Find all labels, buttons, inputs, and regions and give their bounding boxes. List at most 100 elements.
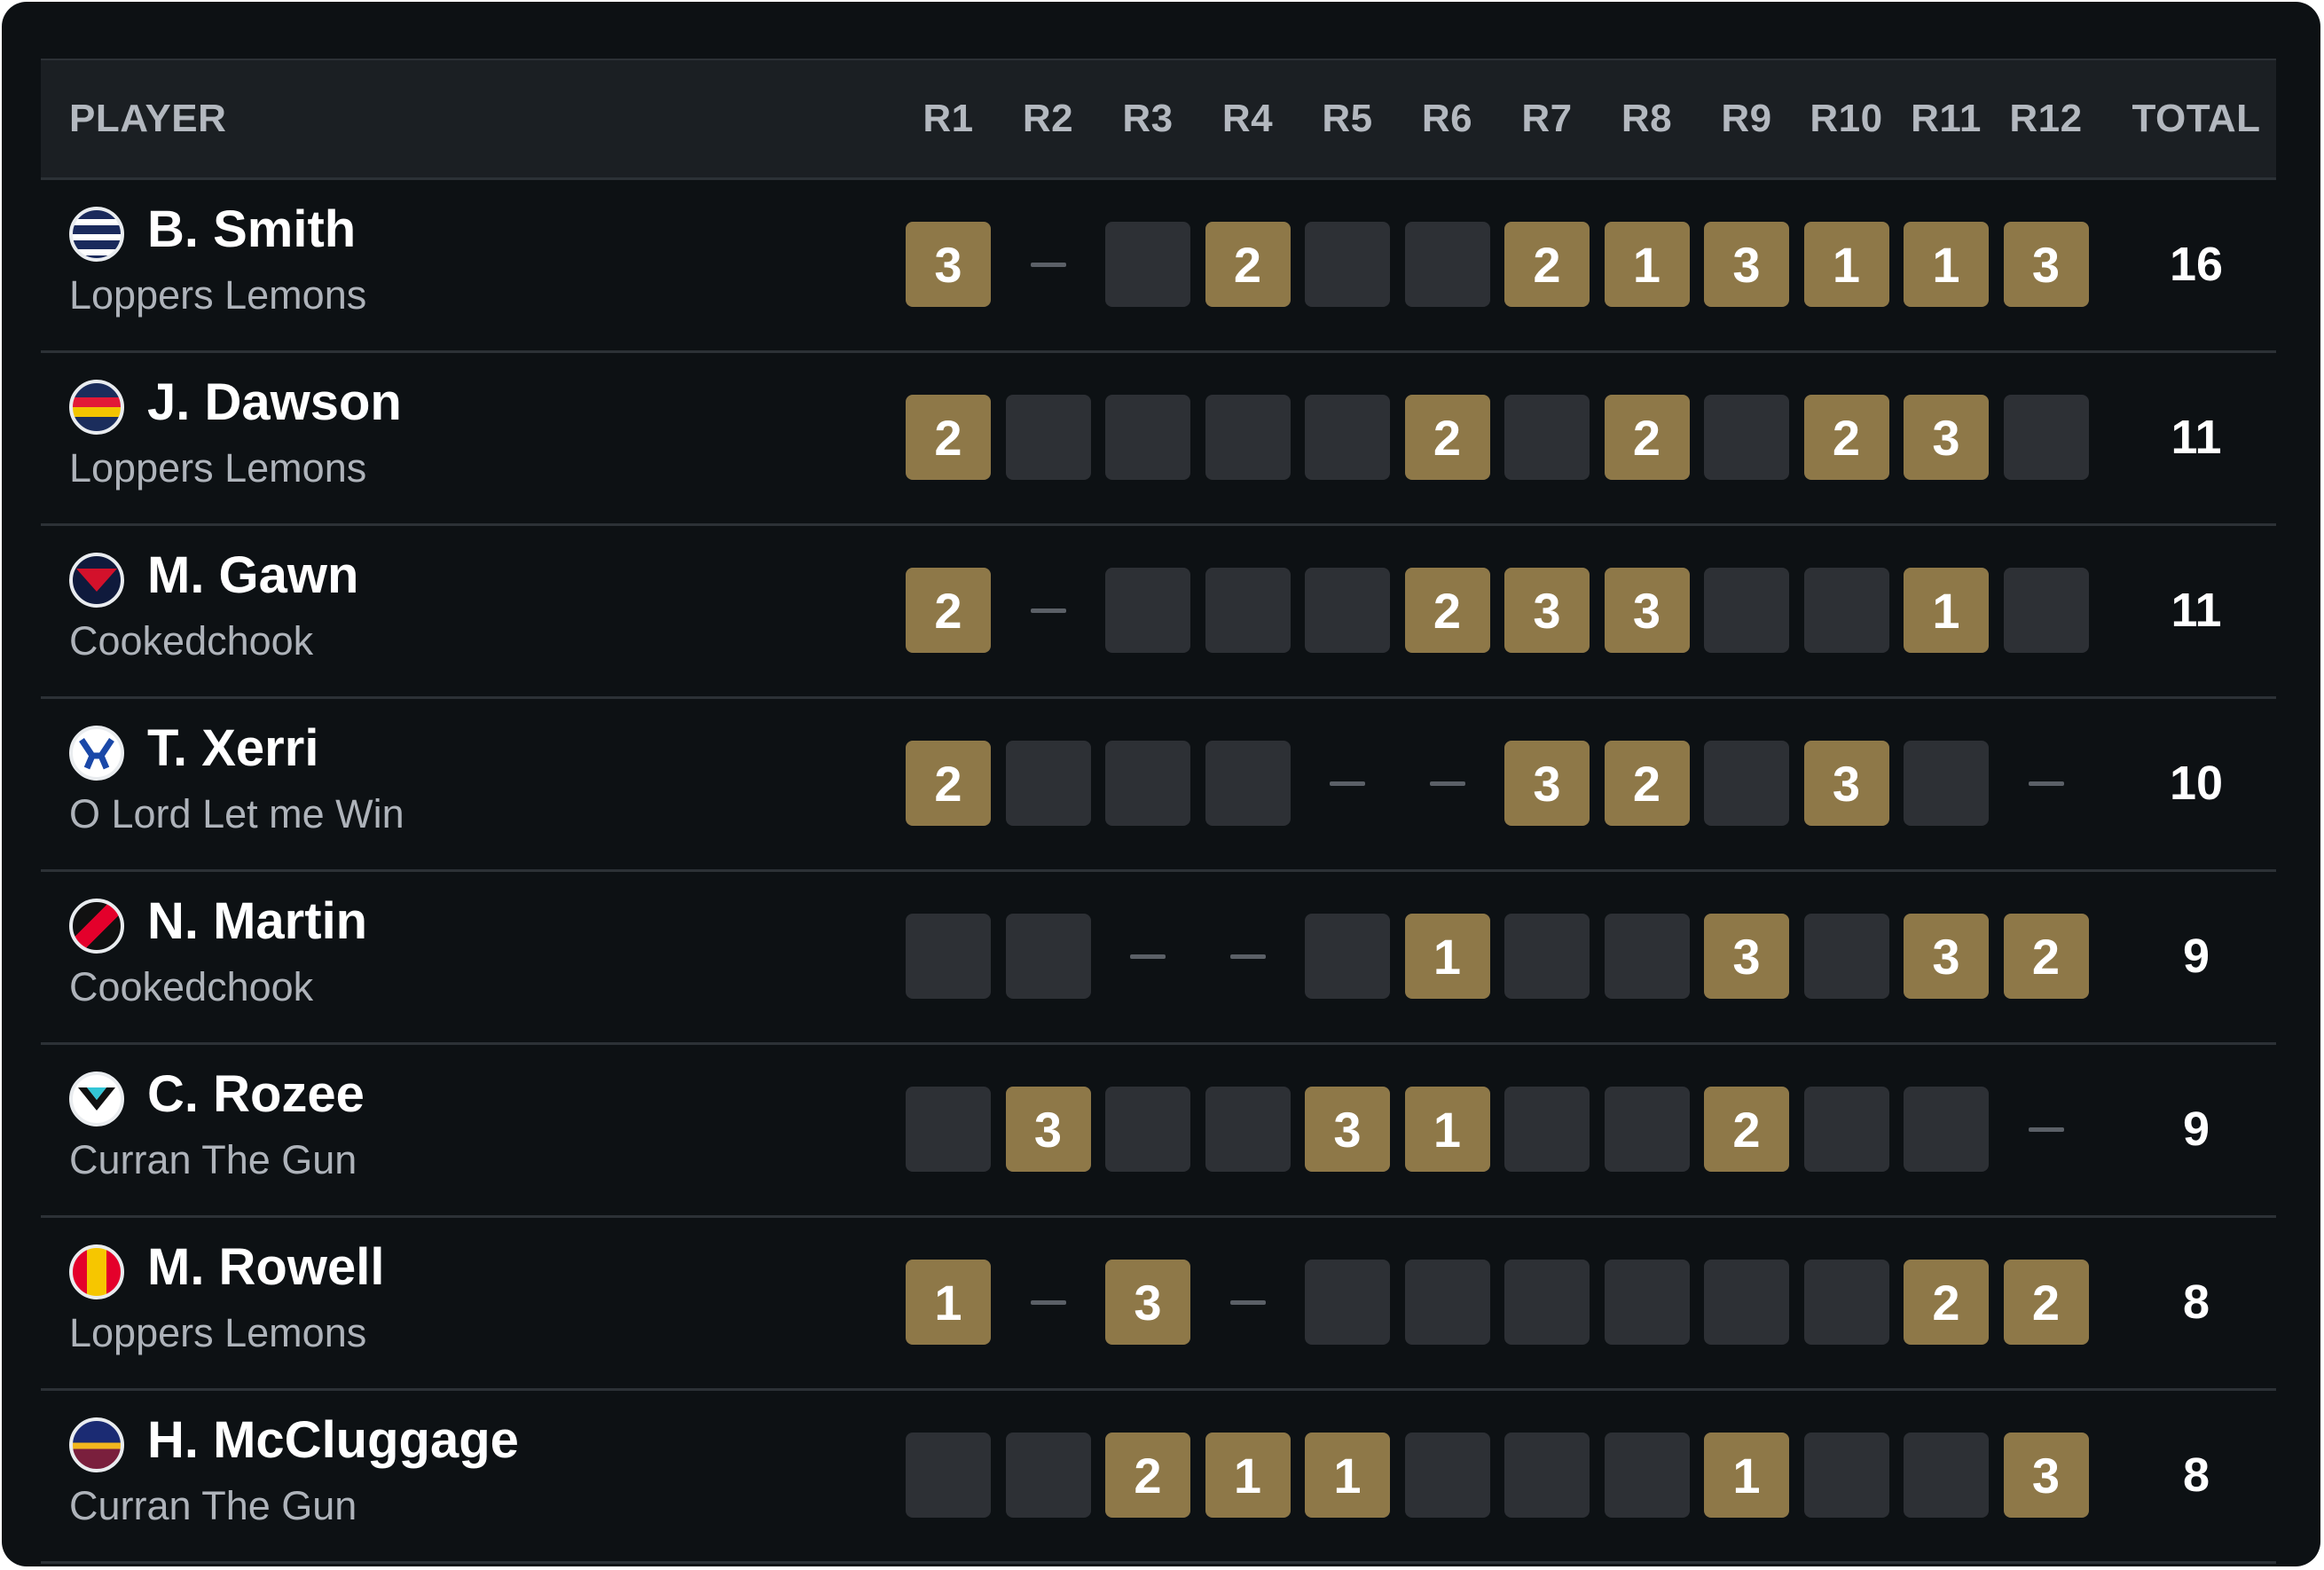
vote-cell: 3 [1904,914,1989,999]
no-vote-cell [1604,914,1690,999]
round-column-header[interactable]: R10 [1810,97,1883,140]
table-row[interactable]: C. Rozee Curran The Gun 3 3 1 2 9 [41,1045,2276,1218]
total-column-header[interactable]: TOTAL [2132,97,2261,140]
round-column-header[interactable]: R3 [1122,97,1174,140]
no-vote-cell [1105,741,1190,826]
vote-cell: 3 [1005,1087,1091,1172]
round-column-header[interactable]: R5 [1322,97,1373,140]
no-vote-cell [1504,1433,1590,1518]
no-vote-cell [1305,222,1390,307]
round-column-header[interactable]: R1 [923,97,974,140]
round-column-header[interactable]: R11 [1911,97,1982,140]
no-vote-cell [1305,914,1390,999]
round-column-header[interactable]: R4 [1221,97,1274,140]
team-name: O Lord Let me Win [69,791,404,836]
round-column-header[interactable]: R6 [1421,97,1473,140]
no-vote-cell [1604,1433,1690,1518]
vote-cell: 2 [1504,222,1590,307]
vote-cell: 1 [1904,222,1989,307]
no-vote-cell [1604,1087,1690,1172]
no-vote-cell [1904,1433,1989,1518]
table-row[interactable]: M. Rowell Loppers Lemons 1 3 2 2 8 [41,1218,2276,1391]
vote-cell: 3 [1604,568,1690,653]
vote-cell: 2 [1704,1087,1789,1172]
brisbane-lions-icon [69,1417,124,1472]
no-game-dash [1205,914,1291,999]
no-vote-cell [2003,395,2089,480]
round-column-header[interactable]: R12 [2009,97,2083,140]
vote-cell: 2 [2003,1260,2089,1345]
table-header: PLAYER R1 R2 R3 R4 R5 R6 R7 R8 R9 R10 R11 R12 TOTAL [41,59,2276,180]
table-row[interactable]: N. Martin Cookedchook 1 3 3 2 9 [41,872,2276,1045]
vote-cell: 3 [1803,741,1889,826]
vote-cell: 1 [1404,1087,1490,1172]
player-name[interactable]: J. Dawson [147,373,402,431]
no-vote-cell [1005,741,1091,826]
no-vote-cell [1704,741,1789,826]
no-vote-cell [1803,568,1889,653]
total-votes: 9 [2182,930,2210,983]
vote-cell: 1 [1604,222,1690,307]
no-vote-cell [1305,568,1390,653]
player-name[interactable]: N. Martin [147,892,368,950]
vote-cell: 2 [1604,395,1690,480]
table-row[interactable]: H. McCluggage Curran The Gun 2 1 1 1 3 8 [41,1391,2276,1564]
no-vote-cell [1305,1260,1390,1345]
no-game-dash [1405,741,1490,826]
round-column-header[interactable]: R2 [1022,97,1074,140]
team-name: Loppers Lemons [69,445,367,491]
vote-cell: 3 [1305,1087,1390,1172]
table-row[interactable]: B. Smith Loppers Lemons 3 2 2 1 3 1 1 3 16 [41,180,2276,353]
no-game-dash [1105,914,1190,999]
round-column-header[interactable]: R7 [1521,97,1573,140]
no-vote-cell [1105,395,1190,480]
no-vote-cell [1904,741,1989,826]
player-name[interactable]: M. Rowell [147,1238,385,1296]
player-column-header[interactable]: PLAYER [69,97,227,140]
team-name: Loppers Lemons [69,272,367,318]
no-vote-cell [906,914,991,999]
total-votes: 8 [2182,1448,2210,1502]
team-name: Curran The Gun [69,1483,357,1528]
team-name: Cookedchook [69,964,314,1009]
no-vote-cell [1105,222,1190,307]
vote-cell: 2 [906,568,991,653]
vote-cell: 3 [1504,741,1590,826]
table-row[interactable]: M. Gawn Cookedchook 2 2 3 3 1 11 [41,526,2276,699]
table-body: B. Smith Loppers Lemons 3 2 2 1 3 1 1 3 16 J. Dawso… [41,180,2276,1564]
vote-cell: 3 [906,222,991,307]
no-vote-cell [1005,914,1091,999]
no-vote-cell [1803,914,1889,999]
vote-cell: 1 [1904,568,1989,653]
vote-cell: 1 [1704,1433,1789,1518]
vote-cell: 2 [906,741,991,826]
vote-cell: 1 [1404,914,1490,999]
table-row[interactable]: T. Xerri O Lord Let me Win 2 3 2 3 10 [41,699,2276,872]
round-column-header[interactable]: R9 [1721,97,1772,140]
no-vote-cell [1803,1433,1889,1518]
vote-cell: 2 [1404,395,1490,480]
no-vote-cell [1305,395,1390,480]
no-vote-cell [1005,395,1091,480]
player-name[interactable]: C. Rozee [147,1065,365,1123]
vote-cell: 2 [1904,1260,1989,1345]
total-votes: 11 [2171,411,2222,464]
no-vote-cell [1205,741,1291,826]
no-vote-cell [1205,395,1291,480]
player-name[interactable]: T. Xerri [147,719,319,777]
no-vote-cell [1404,1433,1490,1518]
no-vote-cell [1205,568,1291,653]
vote-cell: 2 [1604,741,1690,826]
player-name[interactable]: H. McCluggage [147,1411,519,1469]
no-game-dash [1006,222,1091,307]
table-row[interactable]: J. Dawson Loppers Lemons 2 2 2 2 3 11 [41,353,2276,526]
no-vote-cell [1005,1433,1091,1518]
round-column-header[interactable]: R8 [1621,97,1673,140]
vote-cell: 3 [1904,395,1989,480]
player-name[interactable]: B. Smith [147,200,357,258]
vote-cell: 1 [906,1260,991,1345]
player-name[interactable]: M. Gawn [147,546,359,604]
total-votes: 8 [2182,1276,2210,1329]
no-game-dash [1305,741,1390,826]
